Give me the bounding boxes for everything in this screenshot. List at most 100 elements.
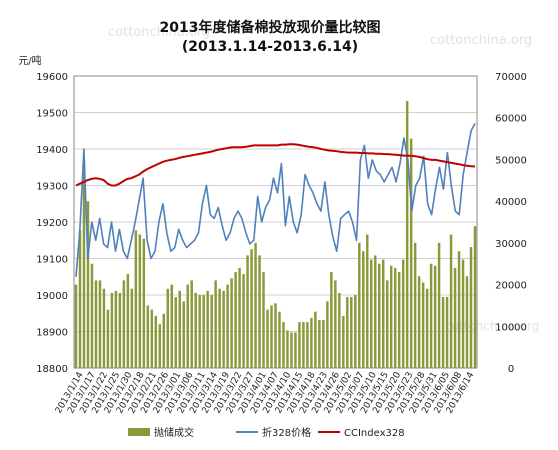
volume-bar bbox=[154, 315, 158, 368]
volume-bar bbox=[286, 330, 289, 368]
volume-bar bbox=[230, 278, 233, 368]
volume-bar bbox=[374, 255, 377, 368]
watermark-top-right: cottonchina.org bbox=[430, 33, 532, 48]
y-left-tick-label: 19500 bbox=[36, 109, 68, 120]
ccindex328-line bbox=[75, 143, 476, 187]
volume-bar bbox=[234, 272, 237, 368]
y-axis-right: 0 10000 20000 30000 40000 50000 60000 70000 bbox=[495, 72, 527, 375]
legend-label-price: 折328价格 bbox=[262, 426, 311, 439]
volume-bar bbox=[322, 320, 325, 368]
price328-line bbox=[75, 123, 476, 277]
volume-bar bbox=[310, 317, 313, 368]
y-left-tick-label: 18900 bbox=[36, 328, 68, 339]
y-axis-left-unit: 元/吨 bbox=[18, 54, 41, 67]
volume-bar bbox=[150, 309, 154, 368]
volume-bar bbox=[94, 280, 98, 368]
volume-bar bbox=[86, 201, 90, 368]
volume-bar bbox=[389, 265, 393, 368]
volume-bar bbox=[258, 255, 261, 368]
volume-bar bbox=[465, 276, 469, 368]
volume-bar bbox=[222, 290, 225, 368]
volume-bar bbox=[262, 272, 265, 368]
volume-bar bbox=[162, 313, 166, 368]
y-right-tick-label: 20000 bbox=[495, 281, 527, 292]
volume-bar bbox=[302, 322, 305, 368]
volume-bar bbox=[469, 247, 473, 368]
volume-bar bbox=[397, 272, 401, 368]
volume-bar bbox=[473, 226, 477, 368]
legend: 抛储成交 折328价格 CCIndex328 bbox=[128, 426, 405, 439]
volume-bar bbox=[441, 297, 445, 368]
volume-bar bbox=[266, 309, 269, 368]
volume-bar bbox=[242, 274, 245, 368]
volume-bar bbox=[166, 288, 170, 368]
volume-bar bbox=[306, 322, 309, 368]
volume-bar bbox=[413, 242, 417, 368]
volume-bar bbox=[246, 255, 249, 368]
volume-bar bbox=[366, 234, 369, 368]
volume-bar bbox=[198, 295, 201, 368]
y-left-tick-label: 19200 bbox=[36, 218, 68, 229]
gridlines bbox=[74, 75, 477, 369]
volume-bar bbox=[318, 320, 321, 368]
volume-bar bbox=[417, 276, 421, 368]
volume-bar bbox=[346, 297, 349, 368]
volume-bar bbox=[78, 230, 82, 368]
volume-bar bbox=[182, 301, 185, 368]
volume-bar bbox=[98, 280, 102, 368]
volume-bar bbox=[445, 297, 449, 368]
volume-bar bbox=[457, 251, 461, 368]
volume-bar bbox=[282, 322, 285, 368]
volume-bar bbox=[178, 290, 181, 368]
volume-bar bbox=[314, 311, 317, 368]
volume-bar bbox=[74, 284, 78, 368]
volume-bar bbox=[298, 322, 301, 368]
volume-bar bbox=[294, 332, 297, 368]
volume-bar bbox=[437, 242, 441, 368]
volume-bar bbox=[461, 259, 465, 368]
y-left-tick-label: 18800 bbox=[36, 364, 68, 375]
volume-bar bbox=[334, 280, 337, 368]
volume-bar bbox=[429, 263, 433, 368]
volume-bar bbox=[378, 263, 381, 368]
volume-bar bbox=[278, 311, 281, 368]
volume-bar bbox=[250, 249, 253, 368]
volume-bar bbox=[218, 288, 221, 368]
volume-bar bbox=[405, 101, 409, 369]
volume-bar bbox=[210, 295, 213, 368]
volume-bar bbox=[338, 292, 341, 368]
y-left-tick-label: 19300 bbox=[36, 182, 68, 193]
y-axis-left: 18800 18900 19000 19100 19200 19300 19400 19500… bbox=[36, 72, 68, 375]
y-left-tick-label: 19000 bbox=[36, 291, 68, 302]
y-right-tick-label: 60000 bbox=[495, 114, 527, 125]
volume-bar bbox=[82, 159, 86, 368]
volume-bar bbox=[126, 274, 130, 368]
volume-bar bbox=[202, 295, 205, 368]
volume-bar bbox=[206, 290, 209, 368]
y-right-tick-label: 40000 bbox=[495, 197, 527, 208]
plot-area-frame bbox=[73, 75, 478, 369]
volume-bar bbox=[130, 288, 134, 368]
volume-bar bbox=[226, 284, 229, 368]
volume-bar bbox=[425, 288, 429, 368]
bar-series-volume bbox=[74, 101, 477, 369]
volume-bar bbox=[158, 324, 162, 368]
y-right-tick-label: 50000 bbox=[495, 155, 527, 166]
volume-bar bbox=[194, 292, 197, 368]
volume-bar bbox=[186, 284, 189, 368]
volume-bar bbox=[449, 234, 453, 368]
volume-bar bbox=[190, 280, 193, 368]
volume-bar bbox=[118, 292, 122, 368]
volume-bar bbox=[421, 282, 425, 368]
volume-bar bbox=[354, 295, 357, 368]
y-right-tick-label: 30000 bbox=[495, 239, 527, 250]
volume-bar bbox=[114, 290, 118, 368]
volume-bar bbox=[381, 259, 385, 368]
legend-label-ccindex: CCIndex328 bbox=[344, 428, 405, 439]
volume-bar bbox=[290, 332, 293, 368]
volume-bar bbox=[330, 272, 333, 368]
y-left-tick-label: 19600 bbox=[36, 72, 68, 83]
volume-bar bbox=[170, 284, 173, 368]
volume-bar bbox=[238, 267, 241, 368]
volume-bar bbox=[102, 288, 106, 368]
